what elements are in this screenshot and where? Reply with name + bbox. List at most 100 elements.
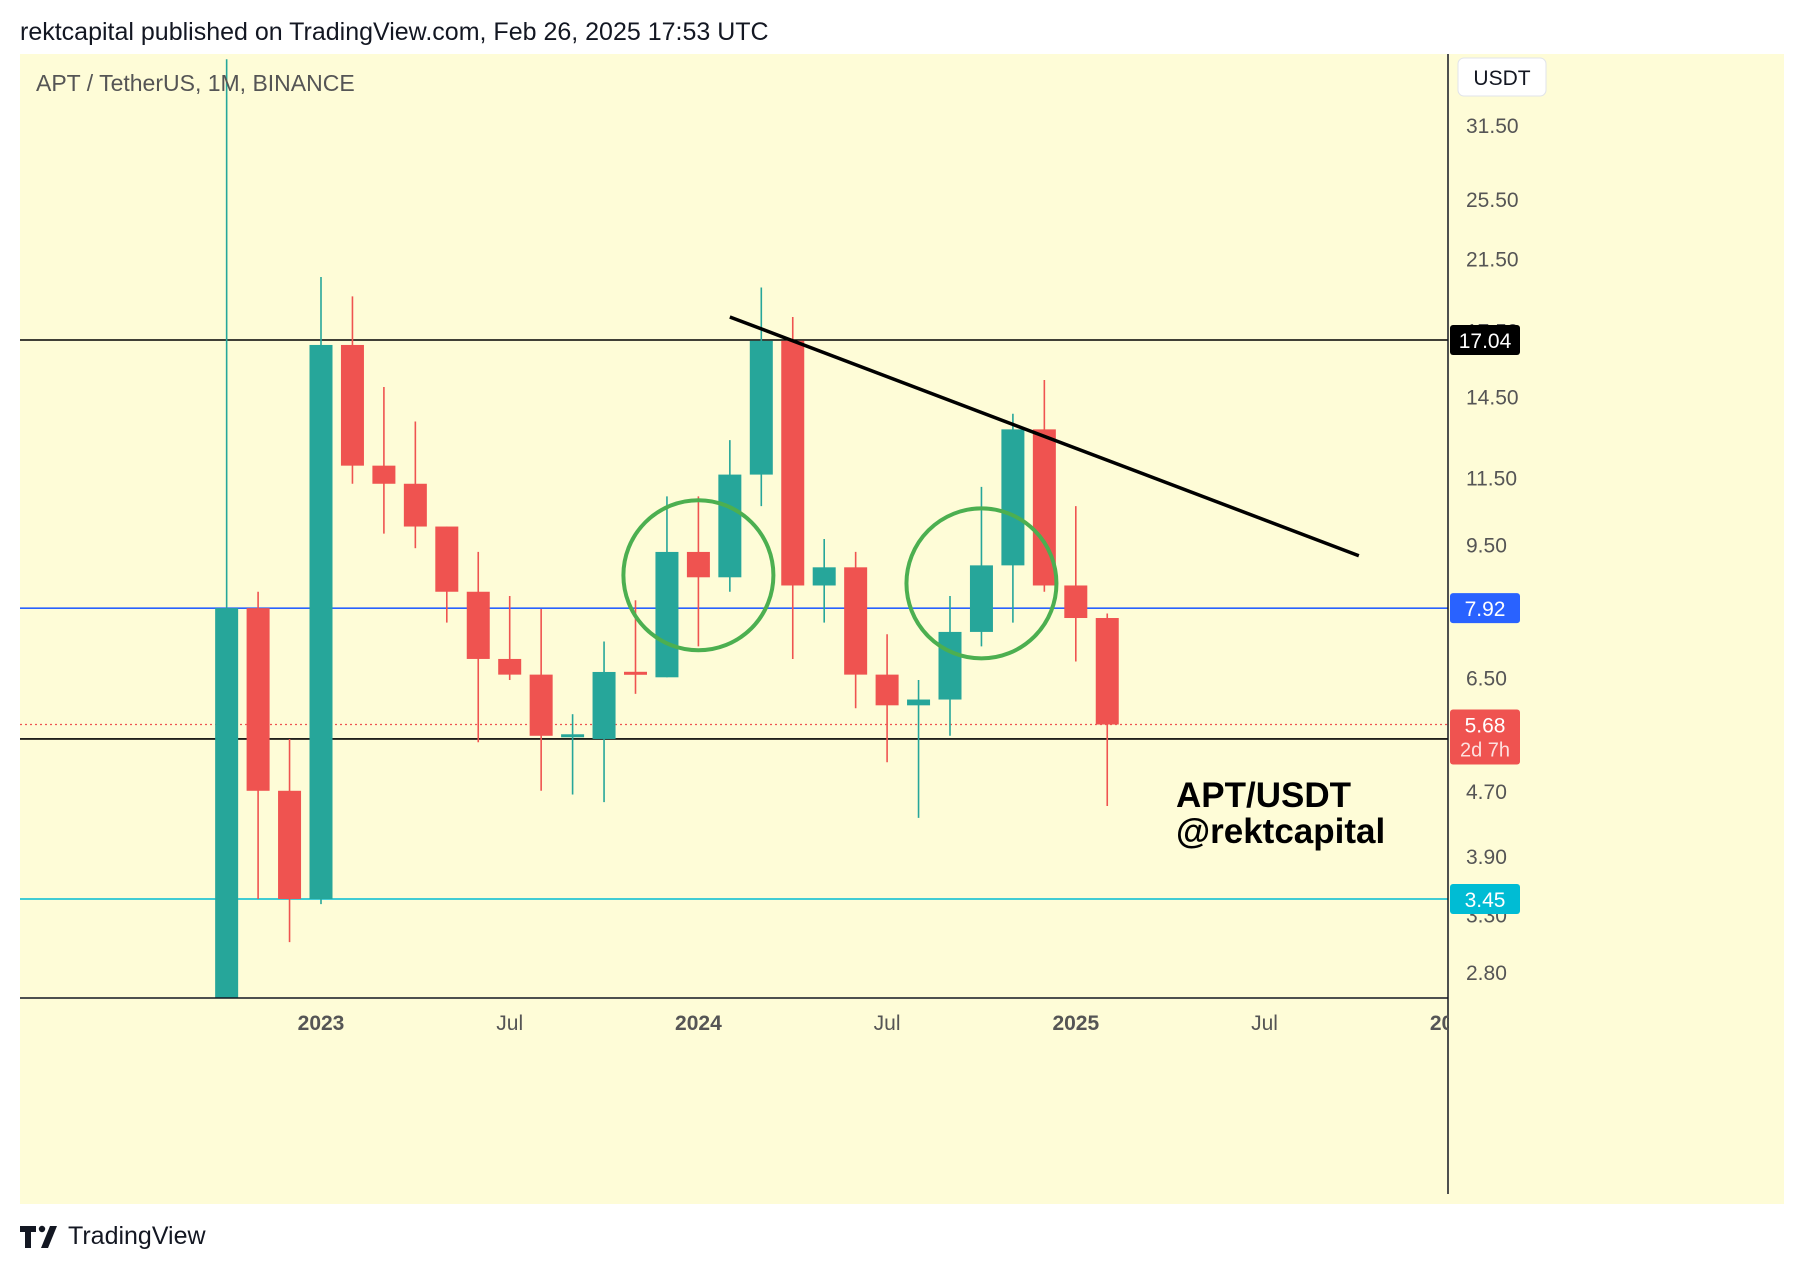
candle-body xyxy=(215,608,239,998)
candle-2024-08[interactable] xyxy=(907,680,931,818)
y-tick-label: 6.50 xyxy=(1466,667,1507,690)
candle-body xyxy=(812,567,836,586)
descending-trendline[interactable] xyxy=(729,315,1360,558)
candle-body xyxy=(498,658,522,675)
tradingview-logo-icon xyxy=(20,1225,57,1248)
x-tick-label: Jul xyxy=(1251,1012,1278,1035)
candle-body xyxy=(875,674,899,706)
symbol-line: APT / TetherUS, 1M, BINANCE xyxy=(36,70,355,96)
candle-body xyxy=(686,551,710,578)
drawings: APT/USDT@rektcapital xyxy=(621,315,1385,851)
candle-body xyxy=(340,344,364,466)
x-tick-label: 2023 xyxy=(298,1012,345,1035)
candle-2023-05[interactable] xyxy=(435,526,459,623)
candle-body xyxy=(844,567,868,675)
candle-2024-05[interactable] xyxy=(812,539,836,623)
candle-2022-10[interactable] xyxy=(215,59,239,998)
tradingview-logo[interactable]: TradingView xyxy=(20,1222,206,1251)
candle-body xyxy=(969,565,993,632)
candle-2022-12[interactable] xyxy=(278,738,302,943)
level-label-box xyxy=(1450,884,1520,914)
tradingview-brand-text: TradingView xyxy=(68,1222,206,1250)
level-label-box xyxy=(1450,593,1520,624)
level-label-bottom: 3.45 xyxy=(1450,884,1520,914)
candle-2023-07[interactable] xyxy=(498,595,522,681)
candle-body xyxy=(529,674,553,736)
level-label-resistance: 17.04 xyxy=(1450,325,1520,355)
annotation-author: @rektcapital xyxy=(1176,812,1385,851)
candle-body xyxy=(718,474,742,578)
candle-2024-04[interactable] xyxy=(781,316,805,659)
candle-2024-06[interactable] xyxy=(844,551,868,709)
y-tick-label: 21.50 xyxy=(1466,249,1519,272)
candle-2022-11[interactable] xyxy=(246,591,270,899)
candle-2024-10[interactable] xyxy=(969,486,993,647)
published-line: rektcapital published on TradingView.com… xyxy=(20,18,769,46)
candle-2023-08[interactable] xyxy=(529,609,553,791)
y-tick-label: 3.90 xyxy=(1466,846,1507,869)
candlestick-chart[interactable]: APT/USDT@rektcapital USDT 31.50 25.50 21.50… xyxy=(20,54,1785,1205)
candle-body xyxy=(1001,429,1025,566)
candle-2024-01[interactable] xyxy=(686,496,710,647)
currency-button[interactable]: USDT xyxy=(1457,57,1547,97)
highlight-circle-2[interactable] xyxy=(904,506,1059,661)
candle-body xyxy=(246,608,270,791)
text-annotation[interactable]: APT/USDT@rektcapital xyxy=(1176,776,1385,851)
candle-2024-07[interactable] xyxy=(875,634,899,763)
axis-corner xyxy=(1449,999,1785,1205)
candle-2023-03[interactable] xyxy=(372,386,396,534)
candle-body xyxy=(466,591,490,659)
y-tick-label: 11.50 xyxy=(1466,468,1517,491)
x-tick-label: Jul xyxy=(496,1012,523,1035)
candle-body xyxy=(592,671,616,739)
candle-2025-02[interactable] xyxy=(1095,613,1119,807)
y-tick-label: 4.70 xyxy=(1466,781,1507,804)
current-price-value: 5.68 xyxy=(1465,715,1506,738)
candle-body xyxy=(403,483,427,527)
candle-2023-09[interactable] xyxy=(561,714,585,795)
y-tick-label: 14.50 xyxy=(1466,386,1519,409)
level-label-text: 7.92 xyxy=(1465,598,1506,621)
x-tick-label: 2024 xyxy=(675,1012,722,1035)
candle-2024-11[interactable] xyxy=(1001,413,1025,623)
candle-body xyxy=(749,340,773,475)
candle-body xyxy=(1032,429,1056,586)
candle-body xyxy=(278,790,302,899)
candle-2023-06[interactable] xyxy=(466,551,490,743)
candle-body xyxy=(372,465,396,484)
y-tick-label: 9.50 xyxy=(1466,534,1507,557)
candle-2024-12[interactable] xyxy=(1032,379,1056,592)
candle-countdown: 2d 7h xyxy=(1460,740,1510,762)
candle-body xyxy=(435,526,459,592)
candle-2025-01[interactable] xyxy=(1064,506,1088,662)
candle-2023-10[interactable] xyxy=(592,641,616,803)
current-price-box xyxy=(1450,709,1520,765)
candle-body xyxy=(655,551,679,678)
candle-2024-02[interactable] xyxy=(718,440,742,592)
annotation-pair: APT/USDT xyxy=(1176,776,1351,815)
y-tick-label: 25.50 xyxy=(1466,189,1519,212)
candle-body xyxy=(781,340,805,586)
level-label-text: 17.04 xyxy=(1459,330,1512,353)
x-tick-label: 2025 xyxy=(1052,1012,1099,1035)
candle-2024-03[interactable] xyxy=(749,287,773,507)
candle-body xyxy=(1095,618,1119,725)
candle-body xyxy=(1064,585,1088,619)
chart-frame: APT/USDT @rektcapital USDT 31.50 25.50 21.50… xyxy=(20,54,1785,1205)
level-label-box xyxy=(1450,325,1520,355)
candle-body xyxy=(561,734,585,738)
candle-2023-01[interactable] xyxy=(309,277,333,905)
y-tick-label: 31.50 xyxy=(1466,115,1519,138)
level-label-text: 3.45 xyxy=(1465,889,1506,912)
candle-2023-02[interactable] xyxy=(340,296,364,484)
level-label-mid: 7.92 xyxy=(1450,593,1520,624)
candle-body xyxy=(309,344,333,899)
candle-body xyxy=(907,699,931,706)
currency-label: USDT xyxy=(1473,67,1530,90)
candle-body xyxy=(938,631,962,700)
currency-box xyxy=(1457,57,1547,97)
candle-2023-04[interactable] xyxy=(403,421,427,549)
highlight-circle-1[interactable] xyxy=(621,498,776,653)
